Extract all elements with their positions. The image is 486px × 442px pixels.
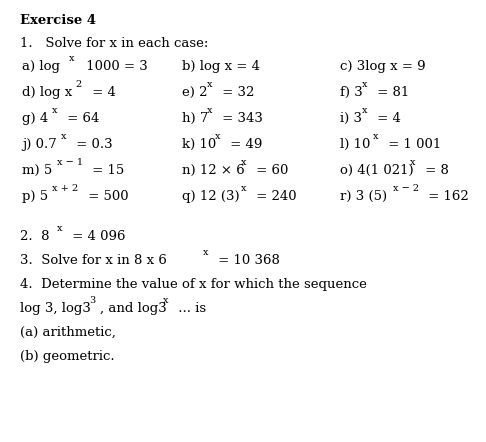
Text: x: x: [163, 296, 169, 305]
Text: 3: 3: [89, 296, 95, 305]
Text: = 81: = 81: [373, 86, 409, 99]
Text: x: x: [373, 132, 379, 141]
Text: m) 5: m) 5: [22, 164, 52, 177]
Text: = 1 001: = 1 001: [384, 138, 441, 151]
Text: j) 0.7: j) 0.7: [22, 138, 57, 151]
Text: r) 3 (5): r) 3 (5): [340, 190, 387, 203]
Text: = 0.3: = 0.3: [72, 138, 113, 151]
Text: x − 1: x − 1: [57, 158, 83, 167]
Text: = 4: = 4: [88, 86, 116, 99]
Text: x: x: [241, 184, 246, 193]
Text: 2: 2: [75, 80, 81, 89]
Text: q) 12 (3): q) 12 (3): [182, 190, 240, 203]
Text: i) 3: i) 3: [340, 112, 362, 125]
Text: = 343: = 343: [218, 112, 263, 125]
Text: = 4: = 4: [373, 112, 401, 125]
Text: x: x: [362, 106, 367, 115]
Text: = 162: = 162: [424, 190, 469, 203]
Text: 3.  Solve for x in 8 x 6: 3. Solve for x in 8 x 6: [20, 254, 167, 267]
Text: c) 3log x = 9: c) 3log x = 9: [340, 60, 426, 73]
Text: d) log x: d) log x: [22, 86, 72, 99]
Text: x: x: [61, 132, 67, 141]
Text: = 60: = 60: [252, 164, 288, 177]
Text: = 240: = 240: [252, 190, 296, 203]
Text: b) log x = 4: b) log x = 4: [182, 60, 260, 73]
Text: 1.   Solve for x in each case:: 1. Solve for x in each case:: [20, 37, 208, 50]
Text: f) 3: f) 3: [340, 86, 363, 99]
Text: k) 10: k) 10: [182, 138, 216, 151]
Text: = 32: = 32: [218, 86, 254, 99]
Text: x: x: [57, 224, 63, 233]
Text: x + 2: x + 2: [52, 184, 78, 193]
Text: , and log3: , and log3: [100, 302, 167, 315]
Text: = 10 368: = 10 368: [214, 254, 280, 267]
Text: x: x: [410, 158, 416, 167]
Text: 2.  8: 2. 8: [20, 230, 50, 243]
Text: x: x: [69, 54, 74, 63]
Text: x: x: [207, 80, 212, 89]
Text: x: x: [362, 80, 367, 89]
Text: x: x: [203, 248, 208, 257]
Text: = 4 096: = 4 096: [68, 230, 125, 243]
Text: x: x: [215, 132, 221, 141]
Text: l) 10: l) 10: [340, 138, 370, 151]
Text: Exercise 4: Exercise 4: [20, 14, 96, 27]
Text: = 64: = 64: [63, 112, 99, 125]
Text: 1000 = 3: 1000 = 3: [82, 60, 148, 73]
Text: x: x: [241, 158, 246, 167]
Text: log 3, log3: log 3, log3: [20, 302, 91, 315]
Text: n) 12 × 6: n) 12 × 6: [182, 164, 245, 177]
Text: x: x: [207, 106, 212, 115]
Text: h) 7: h) 7: [182, 112, 208, 125]
Text: e) 2: e) 2: [182, 86, 208, 99]
Text: ... is: ... is: [174, 302, 206, 315]
Text: p) 5: p) 5: [22, 190, 48, 203]
Text: x: x: [52, 106, 57, 115]
Text: x − 2: x − 2: [393, 184, 419, 193]
Text: a) log: a) log: [22, 60, 60, 73]
Text: = 49: = 49: [226, 138, 262, 151]
Text: = 500: = 500: [84, 190, 129, 203]
Text: 4.  Determine the value of x for which the sequence: 4. Determine the value of x for which th…: [20, 278, 367, 291]
Text: (a) arithmetic,: (a) arithmetic,: [20, 326, 116, 339]
Text: = 8: = 8: [421, 164, 449, 177]
Text: g) 4: g) 4: [22, 112, 48, 125]
Text: (b) geometric.: (b) geometric.: [20, 350, 115, 363]
Text: = 15: = 15: [88, 164, 124, 177]
Text: o) 4(1 021): o) 4(1 021): [340, 164, 414, 177]
